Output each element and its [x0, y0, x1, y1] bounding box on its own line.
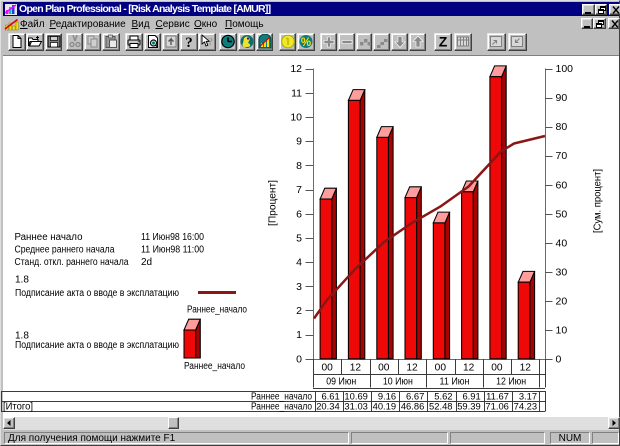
svg-text:11 Июн98 11:00: 11 Июн98 11:00 [141, 244, 204, 255]
svg-text:30: 30 [556, 266, 568, 278]
svg-text:6.67: 6.67 [406, 391, 424, 402]
svg-text:10 Июн: 10 Июн [383, 376, 413, 387]
svg-text:9: 9 [296, 136, 302, 148]
svg-text:80: 80 [556, 121, 568, 133]
svg-text:59.39: 59.39 [457, 401, 480, 412]
svg-text:Среднее раннего начала: Среднее раннего начала [15, 244, 115, 255]
svg-text:100: 100 [556, 63, 574, 75]
svg-text:Раннее_начало: Раннее_начало [184, 361, 245, 372]
svg-text:3: 3 [296, 281, 302, 293]
svg-text:11 Июн: 11 Июн [440, 376, 470, 387]
svg-text:Раннее_начало: Раннее_начало [251, 392, 312, 403]
svg-text:1.8: 1.8 [15, 331, 29, 342]
svg-text:12: 12 [520, 362, 532, 373]
svg-text:Z: Z [439, 34, 448, 49]
svg-text:70: 70 [556, 150, 568, 162]
svg-text:6: 6 [296, 208, 302, 220]
svg-text:[Итого]: [Итого] [3, 402, 33, 413]
svg-text:Подписание акта о вводе в эксп: Подписание акта о вводе в эксплатацию [15, 340, 179, 351]
svg-text:7: 7 [296, 184, 302, 196]
svg-text:10: 10 [556, 324, 568, 336]
svg-text:Станд. откл. раннего начала: Станд. откл. раннего начала [15, 257, 129, 268]
svg-text:11.67: 11.67 [486, 391, 509, 402]
svg-text:12: 12 [463, 362, 475, 373]
svg-text:1.8: 1.8 [15, 275, 29, 286]
svg-text:40: 40 [556, 237, 568, 249]
svg-text:Раннее начало: Раннее начало [15, 232, 83, 243]
svg-text:6.61: 6.61 [321, 391, 339, 402]
svg-text:[Процент]: [Процент] [267, 180, 279, 226]
svg-text:74.23: 74.23 [514, 401, 537, 412]
svg-text:5: 5 [296, 232, 302, 244]
svg-text:60: 60 [556, 179, 568, 191]
svg-text:31.03: 31.03 [344, 401, 367, 412]
svg-text:2: 2 [296, 305, 302, 317]
svg-text:00: 00 [435, 362, 447, 373]
svg-text:3.17: 3.17 [519, 391, 537, 402]
svg-text:52.48: 52.48 [429, 401, 452, 412]
svg-text:?: ? [185, 35, 193, 49]
svg-text:00: 00 [491, 362, 503, 373]
svg-text:40.19: 40.19 [373, 401, 396, 412]
svg-text:12: 12 [406, 362, 418, 373]
svg-text:Раннее_начало: Раннее_начало [251, 402, 312, 413]
svg-text:00: 00 [378, 362, 390, 373]
svg-text:10.69: 10.69 [344, 391, 367, 402]
svg-text:10: 10 [290, 112, 302, 124]
svg-text:?: ? [208, 36, 214, 48]
svg-text:12: 12 [290, 63, 302, 75]
svg-text:20: 20 [556, 295, 568, 307]
svg-text:1: 1 [296, 329, 302, 341]
svg-text:46.86: 46.86 [401, 401, 424, 412]
svg-text:11: 11 [291, 87, 302, 99]
svg-text:4: 4 [296, 257, 302, 269]
svg-text:12: 12 [350, 362, 362, 373]
svg-text:5.62: 5.62 [434, 391, 452, 402]
svg-text:50: 50 [556, 208, 568, 220]
svg-text:71.06: 71.06 [485, 401, 508, 412]
svg-text:0: 0 [556, 353, 562, 365]
svg-text:20.34: 20.34 [316, 401, 339, 412]
svg-text:9.16: 9.16 [378, 391, 396, 402]
svg-text:11 Июн98 16:00: 11 Июн98 16:00 [141, 232, 204, 243]
svg-text:8: 8 [296, 160, 302, 172]
svg-text:90: 90 [556, 92, 568, 104]
svg-text:00: 00 [321, 362, 333, 373]
svg-text:Раннее_начало: Раннее_начало [187, 305, 247, 316]
svg-text:0: 0 [296, 353, 302, 365]
svg-text:6.91: 6.91 [462, 391, 480, 402]
svg-text:12 Июн: 12 Июн [496, 376, 526, 387]
svg-text:%: % [301, 37, 311, 49]
svg-text:[Сум. процент]: [Сум. процент] [592, 169, 604, 233]
svg-text:09 Июн: 09 Июн [326, 376, 356, 387]
svg-text:Подписание акта о вводе в эксп: Подписание акта о вводе в эксплатацию [15, 288, 179, 299]
svg-text:2d: 2d [141, 257, 152, 268]
